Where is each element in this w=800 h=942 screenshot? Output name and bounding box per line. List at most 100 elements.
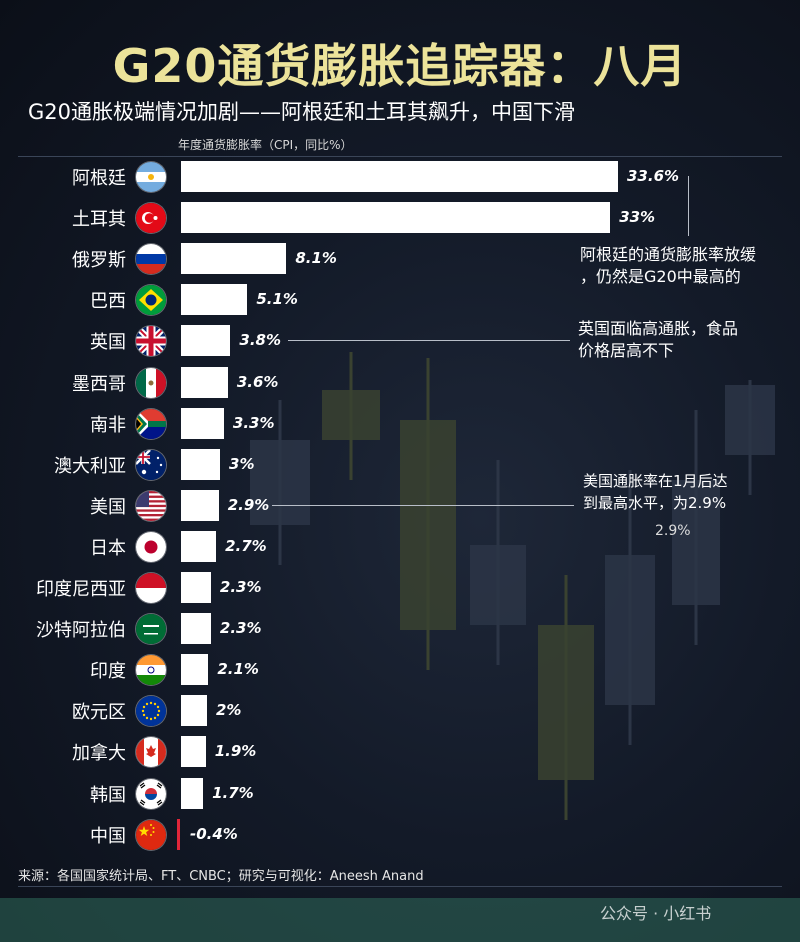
brazil-flag-icon [136, 285, 166, 316]
candle-body [605, 555, 655, 705]
indonesia-flag-icon [136, 573, 166, 603]
country-label: 俄罗斯 [72, 250, 126, 272]
uk-annotation: 英国面临高通胀，食品 价格居高不下 [578, 318, 738, 362]
bar-row: 澳大利亚 3% [0, 444, 800, 485]
country-label: 墨西哥 [72, 373, 126, 395]
annotation-line: 美国通胀率在1月后达 [583, 472, 728, 490]
annotation-line: ，仍然是G20中最高的 [580, 267, 741, 286]
value-label: 3% [229, 454, 255, 473]
bar-row: 巴西 5.1% [0, 279, 800, 320]
value-label: 8.1% [295, 249, 337, 268]
bar-row: 韩国 1.7% [0, 773, 800, 814]
bar [181, 654, 209, 686]
country-label: 加拿大 [72, 743, 126, 765]
uk-annotation-connector [288, 340, 570, 341]
bar [181, 695, 207, 727]
candle-body [470, 545, 526, 625]
country-label: 巴西 [90, 291, 126, 313]
value-label: 1.9% [214, 742, 257, 761]
country-label: 欧元区 [72, 702, 126, 724]
bar-row: 墨西哥 3.6% [0, 362, 800, 403]
japan-flag-icon [136, 531, 166, 562]
watermark: 公众号 · 小红书 [600, 904, 712, 923]
canada-flag-icon [136, 737, 166, 768]
bar [181, 489, 219, 521]
usa-annotation-connector [272, 505, 574, 506]
bar-row: 俄罗斯 8.1% [0, 238, 800, 279]
country-label: 日本 [90, 537, 126, 559]
bar [181, 325, 231, 357]
value-label: -0.4% [190, 824, 238, 843]
value-label: 5.1% [256, 290, 298, 309]
country-label: 美国 [90, 496, 126, 518]
value-label: 2.3% [219, 619, 262, 638]
bar [181, 530, 217, 562]
bar-row: 加拿大 1.9% [0, 731, 800, 772]
value-label: 2.3% [219, 578, 262, 596]
china-flag-icon [136, 819, 166, 850]
bar [181, 777, 204, 809]
argentina-annotation-connector [688, 176, 689, 236]
axis-caption: 年度通货膨胀率（CPI，同比%） [178, 138, 353, 152]
candle-body [672, 480, 720, 605]
bar-row: 欧元区 2% [0, 690, 800, 731]
bar [181, 572, 211, 603]
candle-body [250, 440, 310, 525]
chart-title: G20通货膨胀追踪器：八月 [112, 39, 688, 93]
bar [181, 736, 206, 768]
country-label: 澳大利亚 [54, 455, 126, 477]
value-label: 33.6% [627, 167, 680, 185]
turkey-flag-icon [136, 203, 166, 234]
bar [177, 818, 180, 850]
bar-row: 印度 2.1% [0, 649, 800, 690]
country-label: 南非 [90, 414, 126, 436]
mexico-flag-icon [136, 367, 166, 398]
value-label: 2.9% [227, 495, 270, 514]
candle-body [725, 385, 775, 455]
value-label: 1.7% [212, 783, 254, 802]
bar [181, 284, 248, 316]
bar [181, 407, 224, 439]
footer-divider [18, 886, 782, 887]
candle-body [538, 625, 594, 780]
bar-row: 土耳其 33% [0, 197, 800, 238]
bar [181, 448, 221, 480]
argentina-annotation: 阿根廷的通货膨胀率放缓 ，仍然是G20中最高的 [580, 244, 756, 288]
value-label: 3.3% [232, 413, 275, 432]
bar [181, 243, 287, 275]
top-divider [18, 156, 782, 157]
annotation-line: 英国面临高通胀，食品 [578, 319, 739, 338]
bar-row: 印度尼西亚 2.3% [0, 567, 800, 608]
country-label: 印度 [90, 661, 126, 683]
bottom-strip [0, 898, 800, 942]
source-footer: 来源：各国国家统计局、FT、CNBC；研究与可视化：Aneesh Anand [18, 869, 424, 884]
value-label: 2.1% [217, 660, 259, 679]
value-label: 33% [619, 208, 656, 227]
chart-subtitle: G20通胀极端情况加剧——阿根廷和土耳其飙升，中国下滑 [28, 100, 575, 124]
bar [181, 161, 618, 192]
bar-row: 中国 -0.4% [0, 814, 800, 855]
uk-flag-icon [136, 326, 166, 357]
bar-row: 美国 2.9% [0, 485, 800, 526]
saudi-arabia-flag-icon [136, 614, 166, 645]
south-korea-flag-icon [136, 778, 166, 809]
bar-row: 日本 2.7% [0, 526, 800, 567]
country-label: 英国 [90, 332, 126, 354]
bar-row: 英国 3.8% [0, 320, 800, 361]
bar [181, 613, 211, 645]
value-label: 3.8% [239, 331, 282, 350]
bar [181, 366, 228, 398]
country-label: 阿根廷 [72, 168, 126, 189]
russia-flag-icon [136, 244, 166, 275]
annotation-line: 到最高水平，为2.9% [583, 494, 727, 512]
country-label: 印度尼西亚 [36, 579, 126, 600]
annotation-line: 价格居高不下 [578, 341, 675, 360]
bar-row: 阿根廷 33.6% [0, 156, 800, 197]
india-flag-icon [136, 655, 166, 686]
value-label: 2.7% [225, 536, 267, 555]
country-label: 中国 [90, 825, 126, 847]
usa-flag-icon [136, 490, 166, 521]
candle-body [400, 420, 456, 630]
